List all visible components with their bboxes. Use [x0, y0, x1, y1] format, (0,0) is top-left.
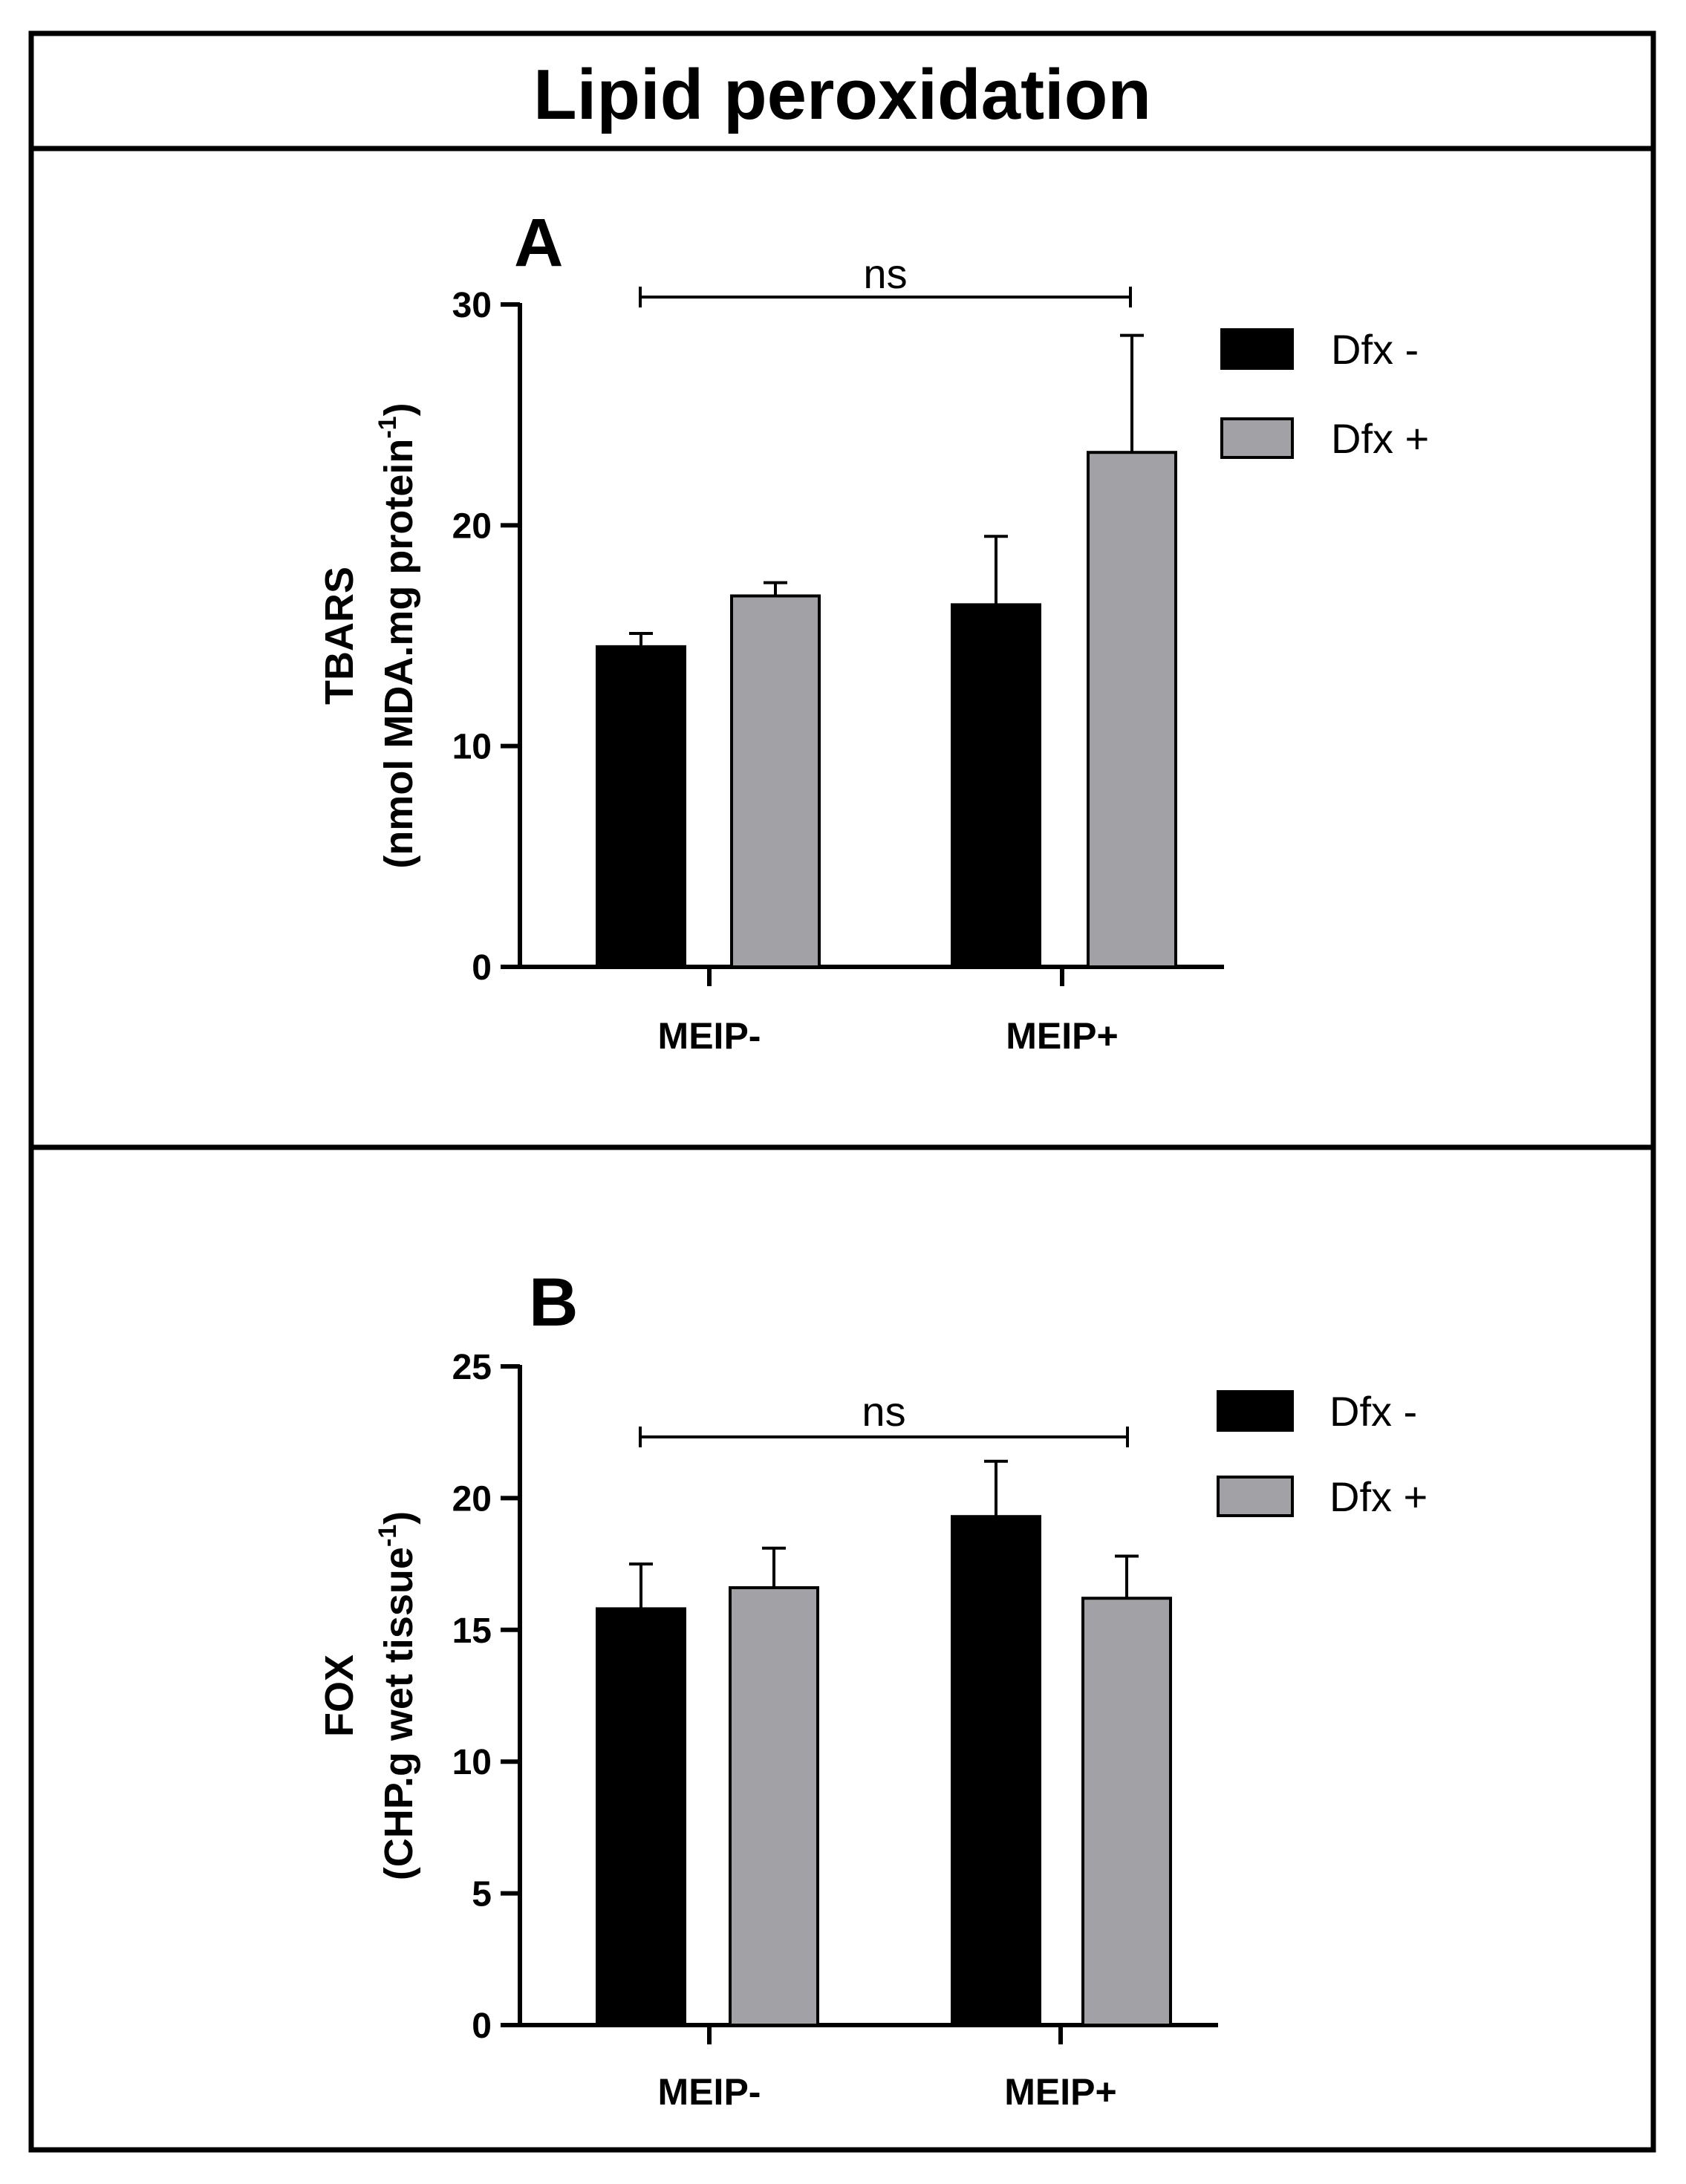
panel-b: B 0 5 10 15 20 25 MEIP- MEIP+ ns Dfx - Dfx + FOX (CHP… — [317, 1265, 1428, 2113]
legend-label: Dfx - — [1329, 1388, 1417, 1435]
x-category-label: MEIP- — [658, 2071, 761, 2113]
significance-label: ns — [862, 1388, 905, 1435]
legend-label: Dfx + — [1329, 1473, 1428, 1520]
bar — [1081, 1597, 1172, 2027]
bar — [729, 1586, 819, 2027]
y-tick-label: 0 — [472, 948, 492, 988]
significance-label: ns — [863, 250, 907, 297]
legend-swatch — [1217, 1476, 1294, 1517]
figure-title: Lipid peroxidation — [533, 55, 1151, 134]
x-category-label: MEIP+ — [1006, 1015, 1118, 1057]
bar — [730, 594, 821, 968]
y-axis-label: FOX — [317, 1655, 362, 1737]
legend-swatch — [1217, 1390, 1294, 1432]
legend-swatch — [1220, 328, 1294, 370]
y-tick-label: 10 — [452, 728, 492, 767]
bar — [596, 645, 686, 968]
y-axis-label-units: (CHP.g wet tissue-1) — [374, 1511, 421, 1880]
y-tick-label: 0 — [472, 2007, 492, 2046]
panel-letter: B — [529, 1265, 578, 1340]
y-tick-label: 20 — [452, 1479, 492, 1519]
bar — [596, 1607, 686, 2027]
bar — [951, 1515, 1041, 2027]
y-tick-label: 15 — [452, 1611, 492, 1651]
outer-frame — [28, 30, 1656, 2153]
panel-a: A 0 10 20 30 MEIP- MEIP+ ns Dfx - Dfx + TBARS (nmol… — [317, 205, 1429, 1057]
legend-label: Dfx + — [1331, 415, 1429, 462]
y-tick-label: 30 — [452, 286, 492, 325]
panel-letter: A — [514, 205, 563, 281]
y-tick-label: 25 — [452, 1348, 492, 1387]
y-axis-label: TBARS — [317, 567, 362, 705]
legend-label: Dfx - — [1331, 326, 1419, 373]
y-tick-label: 10 — [452, 1743, 492, 1782]
x-category-label: MEIP+ — [1004, 2071, 1116, 2113]
y-tick-label: 20 — [452, 506, 492, 546]
y-tick-label: 5 — [472, 1875, 492, 1914]
y-axis-label-units: (nmol MDA.mg protein-1) — [374, 402, 421, 868]
x-category-label: MEIP- — [658, 1015, 761, 1057]
bar — [1087, 451, 1177, 968]
legend-swatch — [1220, 417, 1294, 459]
bar — [951, 603, 1041, 969]
